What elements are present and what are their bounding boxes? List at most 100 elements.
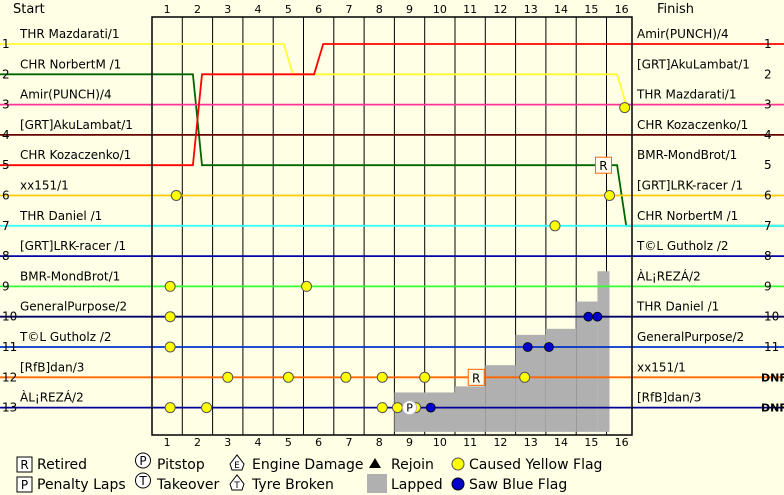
blue-flag-legend-label: Saw Blue Flag <box>469 477 567 493</box>
lap-number-bottom: 12 <box>493 436 507 449</box>
tyre-broken-legend-label: Tyre Broken <box>251 477 334 493</box>
blue-flag-marker <box>592 311 603 322</box>
finish-label: GeneralPurpose/2 <box>637 330 744 344</box>
engine-damage-legend-icon <box>229 454 245 471</box>
finish-position-number: 5 <box>764 158 772 172</box>
engine-damage-legend-label: Engine Damage <box>252 457 364 473</box>
finish-position-number: DNF <box>761 402 784 415</box>
lap-number-bottom: 15 <box>584 436 598 449</box>
start-position-number: 6 <box>2 189 10 203</box>
finish-label: xx151/1 <box>637 360 686 374</box>
lap-number-bottom: 7 <box>345 436 352 449</box>
yellow-flag-marker <box>419 371 431 383</box>
yellow-flag-marker <box>619 102 631 114</box>
yellow-flag-marker <box>164 341 176 353</box>
engine-damage-legend-icon-letter: E <box>234 461 240 471</box>
pitstop-legend-icon <box>135 452 151 469</box>
lap-number-top: 12 <box>493 3 507 16</box>
series-line <box>0 73 784 227</box>
rejoin-legend-icon <box>369 458 381 468</box>
finish-position-number: DNF <box>761 371 784 384</box>
takeover-legend-icon-letter: T <box>138 474 147 488</box>
start-position-number: 7 <box>2 219 10 233</box>
start-position-number: 12 <box>2 370 17 384</box>
lapped-block <box>515 334 546 432</box>
start-position-number: 5 <box>2 158 10 172</box>
yellow-flag-marker <box>282 371 294 383</box>
start-label: THR Mazdarati/1 <box>19 27 120 41</box>
finish-position-number: 1 <box>764 37 772 51</box>
yellow-flag-legend-icon <box>451 457 465 471</box>
pitstop-marker-label: P <box>406 402 413 415</box>
penalty-legend-icon-letter: P <box>21 478 28 492</box>
yellow-flag-marker <box>201 402 213 414</box>
finish-label: CHR NorbertM /1 <box>637 209 738 223</box>
start-label: GeneralPurpose/2 <box>20 300 127 314</box>
start-label: BMR-MondBrot/1 <box>20 269 120 283</box>
yellow-flag-legend-label: Caused Yellow Flag <box>469 457 602 473</box>
lapped-legend-icon <box>367 474 387 493</box>
start-position-number: 2 <box>2 67 10 81</box>
yellow-flag-marker <box>222 371 234 383</box>
finish-label: Amir(PUNCH)/4 <box>637 27 729 41</box>
finish-position-number: 2 <box>764 67 772 81</box>
finish-label: THR Mazdarati/1 <box>636 88 737 102</box>
lap-number-bottom: 14 <box>554 436 568 449</box>
blue-flag-marker <box>544 342 554 352</box>
finish-position-number: 6 <box>764 189 772 203</box>
lapped-block <box>394 392 455 432</box>
retired-marker <box>467 368 485 386</box>
tyre-broken-legend-icon <box>229 474 245 491</box>
retired-legend-label: Retired <box>37 457 87 473</box>
lap-number-bottom: 2 <box>194 436 201 449</box>
pitstop-legend-label: Pitstop <box>157 457 205 473</box>
rejoin-legend-label: Rejoin <box>391 457 434 473</box>
start-labels: 1 THR Mazdarati/1 2 CHR NorbertM /1 3 Amir(PU… <box>2 27 133 415</box>
start-position-number: 1 <box>2 37 10 51</box>
finish-position-number: 3 <box>764 98 772 112</box>
start-label: ÀL¡REZÁ/2 <box>20 390 84 405</box>
lap-number-top: 11 <box>463 3 477 16</box>
blue-flag-legend-icon <box>451 477 465 491</box>
yellow-flag-marker <box>170 190 182 201</box>
start-label: [GRT]AkuLambat/1 <box>20 118 133 132</box>
finish-position-number: 4 <box>764 128 772 142</box>
lap-axis: 1122334455667788991010111112121313141415… <box>164 3 629 449</box>
lap-number-bottom: 16 <box>615 436 629 449</box>
lap-number-bottom: 11 <box>463 436 477 449</box>
finish-label: [GRT]LRK-racer /1 <box>637 179 743 193</box>
legend: R Retired P Penalty Laps P Pitstop T Takeover E E… <box>16 452 602 493</box>
lap-number-bottom: 3 <box>224 436 231 449</box>
blue-flag-marker <box>583 311 594 322</box>
lap-number-top: 5 <box>285 3 292 16</box>
yellow-flag-marker <box>301 280 313 292</box>
finish-label: BMR-MondBrot/1 <box>637 148 737 162</box>
start-label: xx151/1 <box>20 179 69 193</box>
lap-number-bottom: 4 <box>255 436 262 449</box>
lap-number-bottom: 8 <box>376 436 383 449</box>
lapped-block <box>597 271 610 432</box>
finish-label: ÀL¡REZÁ/2 <box>637 268 701 283</box>
start-position-number: 10 <box>2 310 17 324</box>
lapped-block <box>485 365 516 432</box>
retired-marker-label: R <box>599 159 607 173</box>
lapped-legend-label: Lapped <box>391 477 443 493</box>
retired-marker <box>594 156 612 174</box>
start-position-number: 11 <box>2 340 17 354</box>
retired-legend-icon-letter: R <box>20 458 28 472</box>
start-position-number: 9 <box>2 279 10 293</box>
lap-number-top: 9 <box>406 3 413 16</box>
position-lines <box>0 43 784 409</box>
plot-frame <box>151 16 633 436</box>
start-label: T©L Gutholz /2 <box>19 330 112 344</box>
pitstop-legend-icon-letter: P <box>139 454 146 468</box>
finish-position-number: 8 <box>764 249 772 263</box>
finish-label: T©L Gutholz /2 <box>636 239 729 253</box>
series-line <box>0 43 784 106</box>
start-label: CHR NorbertM /1 <box>20 57 121 71</box>
penalty-legend-icon <box>16 476 33 493</box>
start-label: [RfB]dan/3 <box>20 360 84 374</box>
tyre-broken-legend-icon-letter: T <box>233 481 240 491</box>
